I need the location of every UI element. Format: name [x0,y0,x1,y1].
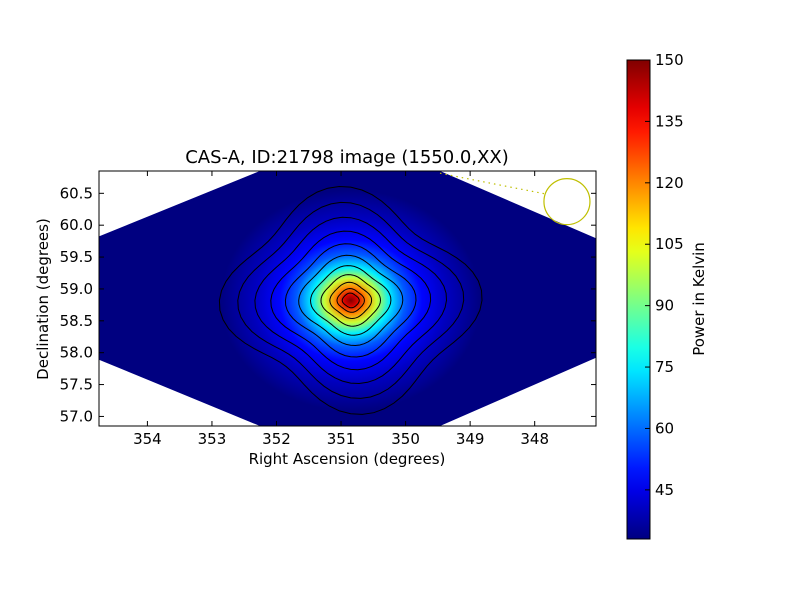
y-axis-label: Declination (degrees) [34,218,52,380]
x-axis-ticks: 354 353 352 351 350 349 348 [133,171,549,448]
x-axis-label: Right Ascension (degrees) [249,450,446,468]
colorbar-tick-label: 105 [655,235,684,253]
colorbar-tick-label: 90 [655,297,674,315]
contour-line [341,292,360,309]
contour-line [320,274,382,327]
contour-line [237,201,465,399]
colorbar-tick-label: 135 [655,112,684,130]
contour-line [336,287,365,313]
y-tick-label: 57.0 [60,407,93,425]
image-layer [99,171,596,426]
y-tick-label: 58.5 [60,312,93,330]
beam-trail [436,172,545,195]
x-tick-label: 348 [520,430,549,448]
y-tick-label: 59.0 [60,280,93,298]
beam-circle [543,178,591,226]
colorbar-tick-label: 75 [655,358,674,376]
colorbar-tick-label: 45 [655,481,674,499]
y-axis-ticks: 57.0 57.5 58.0 58.5 59.0 59.5 60.0 60.5 [60,184,596,425]
plot-area: 354 353 352 351 350 349 348 57.0 57.5 58.0 58.5 59… [60,170,597,448]
x-tick-label: 354 [133,430,162,448]
y-tick-label: 60.0 [60,216,93,234]
colorbar: 45 60 75 90 105 120 135 150 Power in Kelvin [626,51,708,540]
sky-image-diamond [99,171,596,426]
contour-line [298,254,404,347]
colorbar-tick-label: 60 [655,419,674,437]
beam-marker [436,172,591,226]
contour-line [270,230,432,371]
x-tick-label: 351 [327,430,356,448]
plot-frame [98,170,597,427]
contour-line [218,185,483,415]
y-tick-label: 57.5 [60,376,93,394]
chart-title: CAS-A, ID:21798 image (1550.0,XX) [185,147,509,168]
colorbar-tick-label: 120 [655,174,684,192]
colorbar-frame [626,59,651,540]
colorbar-fill [627,60,650,539]
colorbar-label: Power in Kelvin [690,242,708,356]
x-tick-label: 350 [391,430,420,448]
y-tick-label: 60.5 [60,184,93,202]
contour-line [329,281,373,320]
y-tick-label: 58.0 [60,344,93,362]
contour-line [284,243,417,358]
y-tick-label: 59.5 [60,248,93,266]
x-tick-label: 353 [198,430,227,448]
x-tick-label: 352 [262,430,291,448]
x-tick-label: 349 [456,430,485,448]
contour-line [309,265,392,336]
contour-line [254,216,448,385]
contour-lines [218,185,483,415]
colorbar-tick-label: 150 [655,51,684,69]
colorbar-ticks: 45 60 75 90 105 120 135 150 [645,51,684,499]
